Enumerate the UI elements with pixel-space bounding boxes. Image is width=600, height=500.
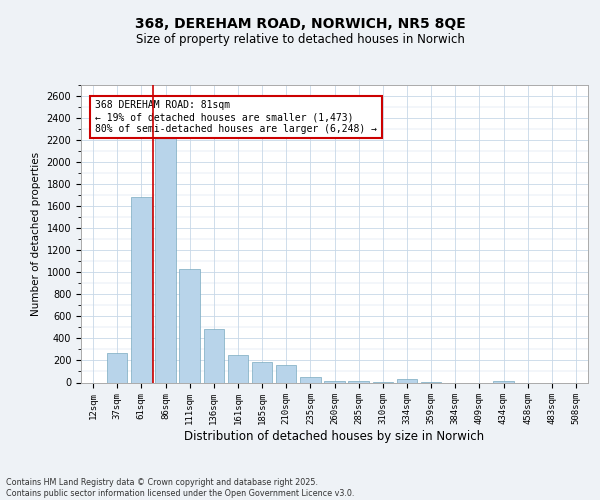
Text: Contains HM Land Registry data © Crown copyright and database right 2025.
Contai: Contains HM Land Registry data © Crown c… [6, 478, 355, 498]
Bar [300, 377, 320, 382]
Bar [252, 362, 272, 382]
Y-axis label: Number of detached properties: Number of detached properties [31, 152, 41, 316]
Bar [324, 381, 345, 382]
Text: 368, DEREHAM ROAD, NORWICH, NR5 8QE: 368, DEREHAM ROAD, NORWICH, NR5 8QE [134, 18, 466, 32]
Bar [397, 379, 417, 382]
Bar [203, 328, 224, 382]
Bar [107, 354, 127, 382]
Bar [155, 132, 176, 382]
Bar [276, 366, 296, 382]
Bar [131, 198, 152, 382]
Bar [179, 269, 200, 382]
Text: Size of property relative to detached houses in Norwich: Size of property relative to detached ho… [136, 32, 464, 46]
Bar [227, 355, 248, 382]
Text: 368 DEREHAM ROAD: 81sqm
← 19% of detached houses are smaller (1,473)
80% of semi: 368 DEREHAM ROAD: 81sqm ← 19% of detache… [95, 100, 377, 134]
X-axis label: Distribution of detached houses by size in Norwich: Distribution of detached houses by size … [184, 430, 485, 443]
